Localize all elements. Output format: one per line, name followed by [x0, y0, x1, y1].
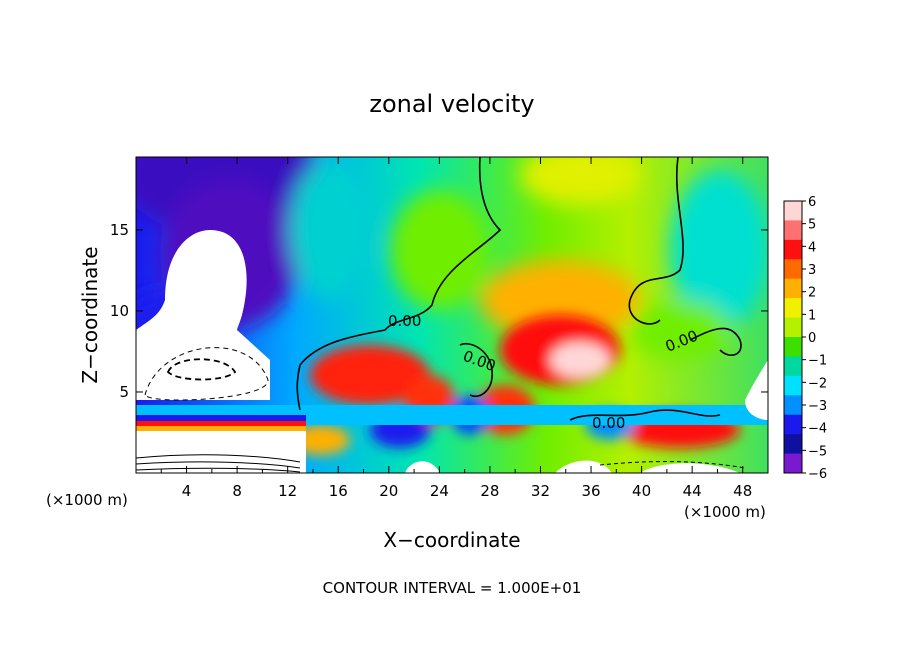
- contour-interval-footer: CONTOUR INTERVAL = 1.000E+01: [323, 579, 582, 597]
- x-axis-label: X−coordinate: [383, 528, 520, 552]
- x-tick-label: 44: [683, 482, 702, 500]
- y-tick-label: 15: [110, 221, 129, 239]
- colorbar-swatch: [784, 298, 802, 319]
- x-tick-label: 8: [232, 482, 242, 500]
- plot-area-frame: [135, 156, 769, 474]
- x-unit-note-right: (×1000 m): [684, 503, 766, 521]
- colorbar-swatch: [784, 220, 802, 241]
- x-tick-label: 48: [733, 482, 752, 500]
- colorbar-swatch: [784, 434, 802, 455]
- colorbar-swatch: [784, 453, 802, 474]
- y-tick-label: 5: [119, 383, 129, 401]
- colorbar: 6 5 4 3 2 1 0 −1 −2 −3 −4 −5 −6: [783, 195, 827, 482]
- x-tick-label: 40: [632, 482, 651, 500]
- y-axis-ticks: 5 10 15: [110, 221, 768, 401]
- contour-label: 0.00: [388, 312, 421, 330]
- colorbar-tick-label: −4: [808, 422, 827, 437]
- heatmap-field: [136, 157, 768, 473]
- x-tick-label: 20: [379, 482, 398, 500]
- x-tick-label: 32: [531, 482, 550, 500]
- colorbar-tick-label: 5: [808, 218, 816, 233]
- colorbar-swatch: [784, 317, 802, 338]
- colorbar-tick-label: −3: [808, 399, 827, 414]
- colorbar-tick-label: −2: [808, 376, 827, 391]
- colorbar-tick-label: 3: [808, 263, 816, 278]
- colorbar-swatch: [784, 414, 802, 435]
- colorbar-swatch: [784, 395, 802, 416]
- x-tick-label: 28: [480, 482, 499, 500]
- y-tick-label: 10: [110, 302, 129, 320]
- colorbar-tick-label: 0: [808, 331, 816, 346]
- colorbar-tick-label: −6: [808, 467, 827, 482]
- colorbar-swatch: [784, 375, 802, 396]
- colorbar-swatch: [784, 337, 802, 357]
- colorbar-swatch: [784, 239, 802, 260]
- x-axis-ticks: 4 8 12 16 20 24 28 32 36 40 44 48: [160, 157, 769, 500]
- x-tick-label: 16: [329, 482, 348, 500]
- colorbar-tick-label: −5: [808, 444, 827, 459]
- x-unit-note-left: (×1000 m): [46, 491, 128, 509]
- colorbar-swatch: [784, 259, 802, 280]
- x-tick-label: 12: [278, 482, 297, 500]
- contour-label: 0.00: [592, 414, 625, 432]
- contour-lines: [136, 157, 746, 473]
- x-tick-label: 24: [430, 482, 449, 500]
- colorbar-tick-label: 4: [808, 240, 816, 255]
- colorbar-tick-label: 6: [808, 195, 816, 210]
- x-tick-label: 4: [182, 482, 192, 500]
- x-tick-label: 36: [581, 482, 600, 500]
- colorbar-tick-label: 2: [808, 286, 816, 301]
- colorbar-swatch: [784, 278, 802, 299]
- chart-title: zonal velocity: [369, 90, 534, 118]
- colorbar-tick-label: −1: [808, 354, 827, 369]
- colorbar-swatch: [784, 356, 802, 377]
- y-axis-label: Z−coordinate: [78, 246, 102, 383]
- colorbar-tick-label: 1: [808, 308, 816, 323]
- colorbar-swatch: [784, 201, 802, 221]
